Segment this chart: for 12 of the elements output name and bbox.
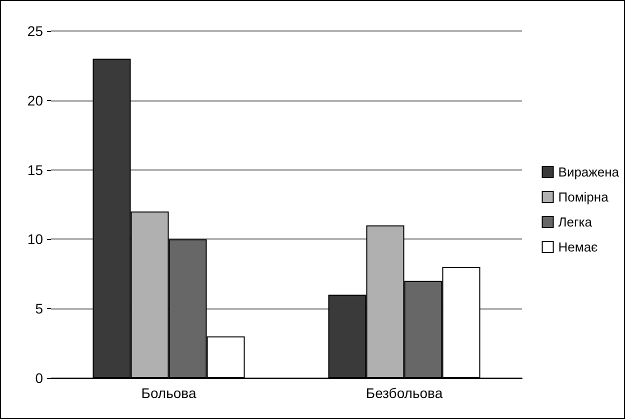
x-tick-label: Безбольова — [366, 385, 443, 401]
legend-label: Виражена — [558, 164, 620, 180]
legend-label: Помірна — [558, 190, 610, 204]
y-tick-label: 15 — [27, 162, 44, 178]
y-tick-label: 25 — [27, 23, 44, 39]
y-tick-label: 0 — [35, 370, 44, 386]
y-tick-label: 10 — [27, 231, 44, 248]
x-tick-label: Больова — [141, 385, 196, 401]
legend-label: Легка — [558, 214, 593, 230]
legend-label: Немає — [558, 240, 598, 254]
y-tick-label: 20 — [27, 92, 44, 108]
y-tick-label: 5 — [35, 300, 44, 317]
